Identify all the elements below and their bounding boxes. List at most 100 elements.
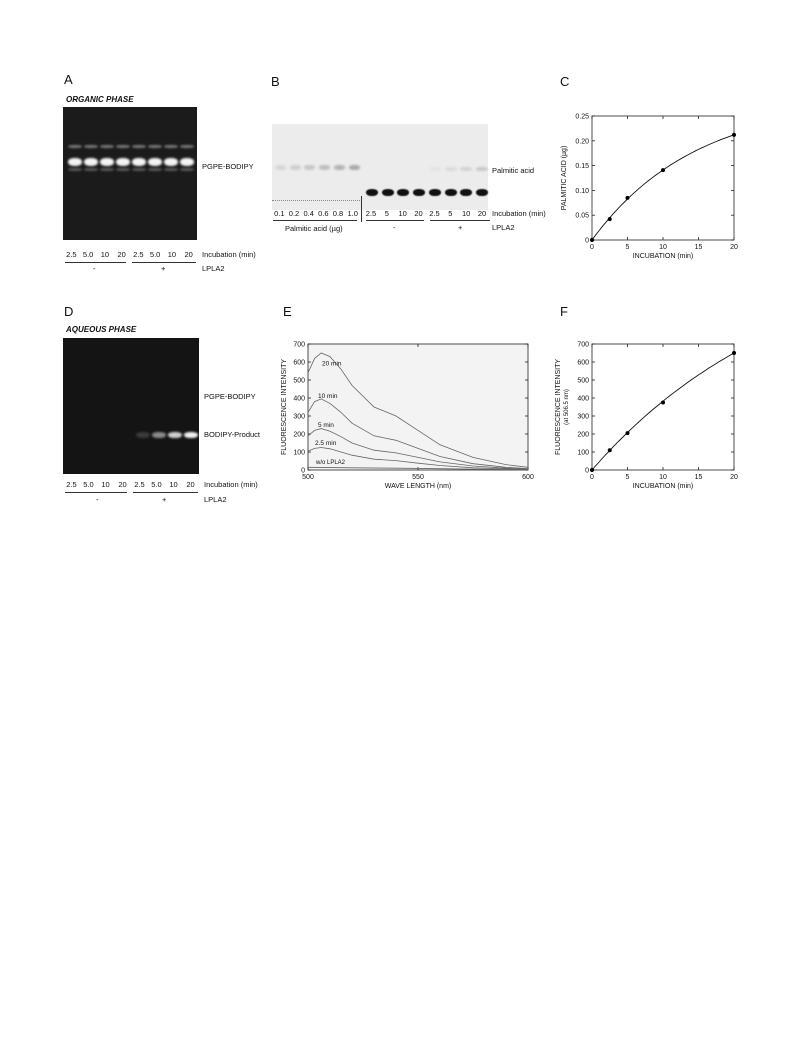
panel-b-divider [361,196,362,222]
x-tick-label: 15 [695,244,703,251]
series-label: 5 min [318,422,334,429]
panel-a-lane-label-0: 2.5 [66,250,77,259]
panel-b-lane-label-2: 10 [398,209,407,218]
y-tick-label: 0.20 [575,138,589,145]
panel-a-lower-band [180,168,194,171]
panel-a-lane-label-5: 5.0 [149,250,161,259]
y-axis-label: FLUORESCENCE INTENSITY [281,359,288,455]
plot-frame [591,343,735,471]
panel-b-standard-label-0: 0.1 [274,209,285,218]
panel-e-letter: E [283,304,292,319]
panel-a-lane-label-6: 10 [167,250,177,259]
panel-a-lane-label-7: 20 [184,250,193,259]
panel-a-lane-label-4: 2.5 [133,250,144,259]
panel-b-standard-band [289,165,301,170]
panel-a-group-plus: + [161,264,166,273]
panel-a-lower-band [68,168,82,171]
panel-d-lane-label-5: 5.0 [151,480,162,489]
panel-b-standard-label-1: 0.2 [288,209,300,218]
y-tick-label: 600 [577,360,589,367]
panel-b-plus-line [430,220,490,221]
y-tick-label: 0.15 [575,163,589,170]
panel-a-upper-band [116,145,130,148]
panel-b-standard-band [348,165,360,170]
panel-b-bottom-band [366,189,378,196]
panel-a-main-band [148,158,162,166]
y-axis-label: FLUORESCENCE INTENSITY [555,359,562,455]
y-tick-label: 0.10 [575,188,589,195]
panel-b-bottom-band [428,189,441,196]
series-label: 10 min [318,393,338,400]
x-tick-label: 600 [522,474,534,481]
panel-a-upper-band [164,145,178,148]
panel-d-band-label-top: PGPE-BODIPY [204,392,256,401]
panel-b-standard-band [275,165,286,170]
data-point [590,238,594,242]
panel-a-minus-line [65,262,126,263]
panel-d-lane-label-7: 20 [186,480,195,489]
panel-b-tlc-image [272,124,488,210]
x-tick-label: 20 [730,474,738,481]
y-axis-label-2: (at 506.5 nm) [564,389,570,425]
panel-a-main-band [100,158,114,166]
y-tick-label: 0 [301,468,305,475]
series-label: 2.5 min [315,440,337,447]
x-tick-label: 10 [659,474,667,481]
panel-b-group-plus: + [458,223,463,232]
panel-a-incubation-label: Incubation (min) [202,250,256,259]
x-tick-label: 5 [626,244,630,251]
panel-b-lane-label-3: 20 [414,209,423,218]
panel-f-letter: F [560,304,568,319]
y-tick-label: 0.25 [575,114,589,121]
y-tick-label: 500 [577,378,589,385]
y-tick-label: 0 [585,238,589,245]
panel-a-main-band [116,158,130,166]
panel-a-title: ORGANIC PHASE [66,95,134,104]
panel-a-main-band [180,158,194,166]
panel-b-palmitic-band [460,167,473,171]
panel-b-standard-label-5: 1.0 [347,209,358,218]
panel-d-band-label-bottom: BODIPY-Product [204,430,260,439]
series-label: 20 min [322,361,342,368]
fit-curve [591,134,735,241]
panel-b-incubation-label: Incubation (min) [492,209,546,218]
panel-a-upper-band [132,145,146,148]
x-axis-label: INCUBATION (min) [633,253,694,260]
y-tick-label: 0 [585,468,589,475]
fit-curve [591,352,735,471]
panel-d-product-band [136,432,150,438]
panel-d-group-plus: + [162,495,167,504]
x-tick-label: 15 [695,474,703,481]
panel-a-gel-image [63,107,197,240]
panel-b-standards-line [273,220,357,221]
panel-b-bottom-band [475,189,488,196]
y-axis-label: PALMITIC ACID (µg) [561,146,568,211]
panel-d-product-band [184,432,198,438]
panel-a-lower-band [148,168,162,171]
panel-b-standard-label-4: 0.8 [332,209,344,218]
panel-d-lane-label-6: 10 [169,480,178,489]
panel-d-product-band [152,432,166,438]
panel-b-lane-label-4: 2.5 [429,209,440,218]
y-tick-label: 200 [577,432,589,439]
chart-c: 0 5 10 15 20 0 0.05 0.10 0.15 0.20 0.25 INCUBATION … [561,114,738,261]
plot-frame [307,343,529,471]
panel-b-lpla2-label: LPLA2 [492,223,515,232]
panel-d-lane-label-0: 2.5 [66,480,77,489]
panel-a-plus-line [132,262,196,263]
panel-a-lower-band [132,168,146,171]
y-tick-label: 100 [293,450,305,457]
x-axis-label: WAVE LENGTH (nm) [385,483,452,490]
spectrum-line [307,398,529,469]
panel-b-standards-label: Palmitic acid (µg) [285,224,343,233]
panel-d-plus-line [133,492,198,493]
y-tick-label: 400 [577,396,589,403]
panel-a-letter: A [64,72,73,87]
panel-b-lane-label-5: 5 [448,209,453,218]
panel-b-standard-band [304,165,316,170]
panel-b-lane-label-6: 10 [462,209,471,218]
panel-b-bottom-band [444,189,457,196]
plot-frame [591,115,735,241]
panel-a-main-band [132,158,146,166]
x-tick-label: 5 [626,474,630,481]
